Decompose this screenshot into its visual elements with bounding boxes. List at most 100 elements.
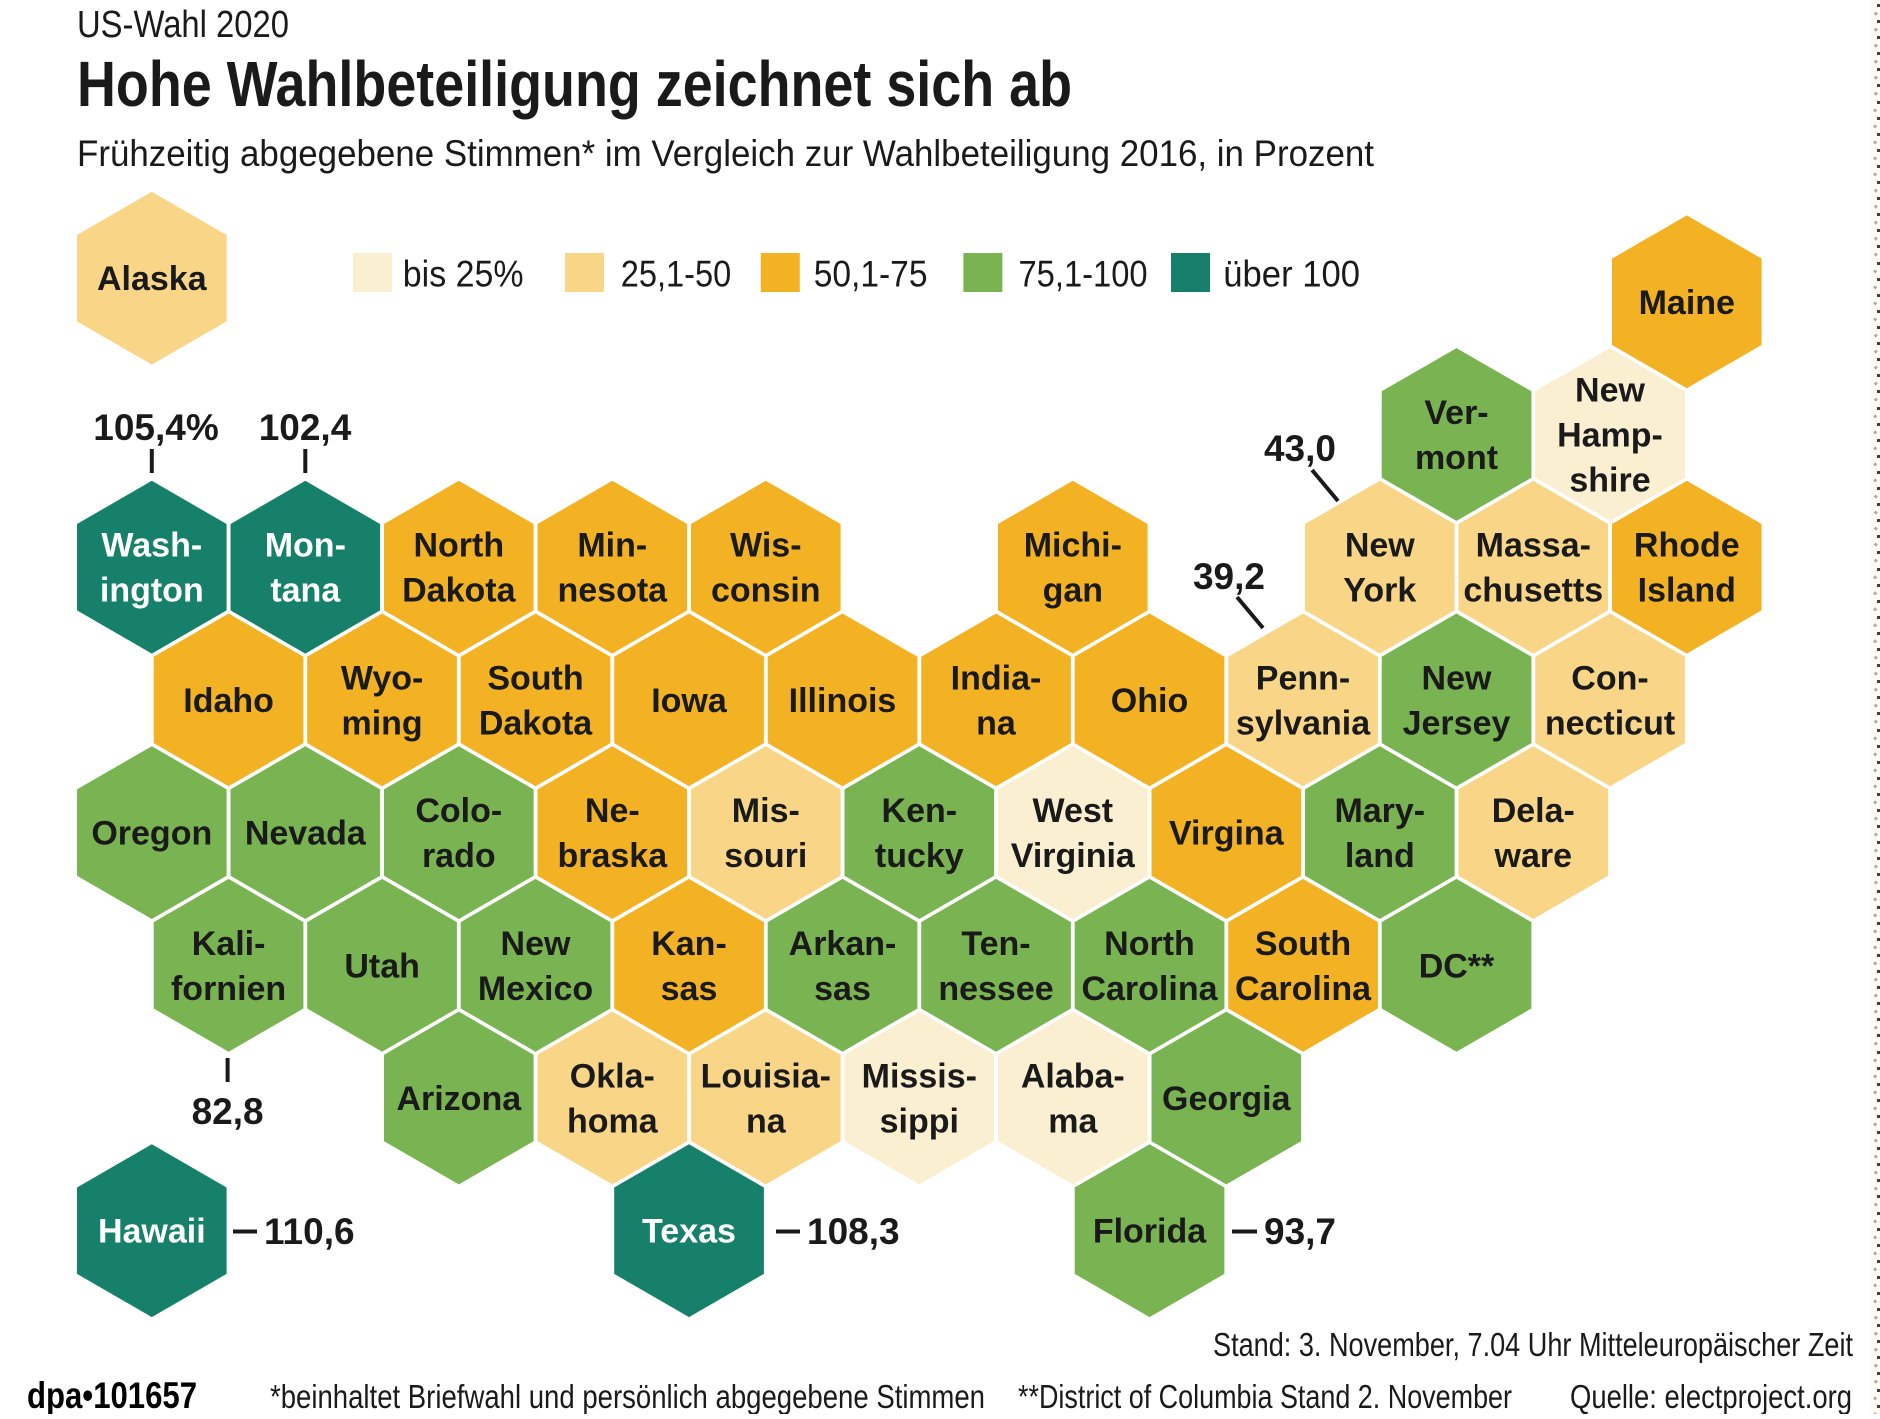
svg-text:ming: ming bbox=[341, 704, 422, 742]
svg-text:na: na bbox=[976, 704, 1017, 742]
svg-text:über 100: über 100 bbox=[1223, 254, 1360, 295]
svg-text:Louisia-: Louisia- bbox=[701, 1058, 831, 1096]
svg-text:Michi-: Michi- bbox=[1024, 527, 1122, 565]
svg-text:tana: tana bbox=[270, 572, 341, 610]
svg-text:Ohio: Ohio bbox=[1111, 682, 1188, 720]
svg-text:25,1-50: 25,1-50 bbox=[621, 254, 731, 295]
svg-text:New: New bbox=[1422, 659, 1492, 697]
svg-text:Mary-: Mary- bbox=[1334, 792, 1425, 830]
svg-text:Alaska: Alaska bbox=[97, 260, 208, 298]
svg-text:North: North bbox=[1104, 925, 1195, 963]
svg-text:sippi: sippi bbox=[880, 1103, 959, 1141]
svg-text:Ver-: Ver- bbox=[1424, 394, 1488, 432]
svg-text:Oregon: Oregon bbox=[91, 815, 212, 853]
svg-text:Ten-: Ten- bbox=[961, 925, 1030, 963]
svg-text:Kan-: Kan- bbox=[651, 925, 727, 963]
svg-text:Texas: Texas bbox=[642, 1213, 736, 1251]
svg-text:Alaba-: Alaba- bbox=[1021, 1058, 1125, 1096]
svg-text:homa: homa bbox=[567, 1103, 659, 1141]
svg-text:Island: Island bbox=[1638, 572, 1736, 610]
svg-text:ma: ma bbox=[1048, 1103, 1098, 1141]
svg-text:Quelle: electproject.org: Quelle: electproject.org bbox=[1570, 1378, 1852, 1414]
svg-text:Wash-: Wash- bbox=[101, 527, 202, 565]
svg-text:*beinhaltet Briefwahl und pers: *beinhaltet Briefwahl und persönlich abg… bbox=[270, 1378, 985, 1414]
svg-text:South: South bbox=[1255, 925, 1351, 963]
svg-text:sas: sas bbox=[661, 970, 718, 1008]
svg-text:necticut: necticut bbox=[1545, 704, 1675, 742]
svg-text:Idaho: Idaho bbox=[183, 682, 274, 720]
svg-text:Colo-: Colo- bbox=[415, 792, 502, 830]
svg-text:Kali-: Kali- bbox=[192, 925, 266, 963]
svg-text:Okla-: Okla- bbox=[570, 1058, 655, 1096]
svg-text:consin: consin bbox=[711, 572, 821, 610]
svg-text:rado: rado bbox=[422, 837, 496, 875]
svg-text:**District of Columbia Stand 2: **District of Columbia Stand 2. November bbox=[1018, 1378, 1512, 1414]
svg-text:Carolina: Carolina bbox=[1235, 970, 1372, 1008]
svg-text:ware: ware bbox=[1494, 837, 1573, 875]
svg-text:110,6: 110,6 bbox=[264, 1211, 355, 1252]
svg-text:US-Wahl 2020: US-Wahl 2020 bbox=[77, 4, 289, 46]
svg-text:mont: mont bbox=[1415, 439, 1498, 477]
svg-text:gan: gan bbox=[1043, 572, 1103, 610]
svg-text:tucky: tucky bbox=[875, 837, 964, 875]
svg-text:land: land bbox=[1345, 837, 1415, 875]
svg-text:New: New bbox=[1575, 372, 1645, 410]
svg-text:82,8: 82,8 bbox=[192, 1091, 264, 1132]
svg-text:North: North bbox=[413, 527, 504, 565]
svg-text:Rhode: Rhode bbox=[1634, 527, 1740, 565]
svg-text:Arizona: Arizona bbox=[396, 1080, 522, 1118]
svg-text:Georgia: Georgia bbox=[1162, 1080, 1292, 1118]
svg-text:Hamp-: Hamp- bbox=[1557, 417, 1663, 455]
svg-text:DC**: DC** bbox=[1419, 947, 1495, 985]
svg-text:York: York bbox=[1343, 572, 1416, 610]
svg-text:New: New bbox=[1345, 527, 1415, 565]
svg-text:Mis-: Mis- bbox=[732, 792, 800, 830]
svg-text:Massa-: Massa- bbox=[1476, 527, 1591, 565]
svg-text:India-: India- bbox=[951, 659, 1042, 697]
svg-text:na: na bbox=[746, 1103, 787, 1141]
svg-text:Florida: Florida bbox=[1093, 1213, 1207, 1251]
svg-text:braska: braska bbox=[557, 837, 668, 875]
svg-text:Dakota: Dakota bbox=[479, 704, 593, 742]
svg-text:bis 25%: bis 25% bbox=[403, 254, 524, 295]
svg-text:Hohe Wahlbeteiligung zeichnet: Hohe Wahlbeteiligung zeichnet sich ab bbox=[77, 48, 1072, 120]
svg-text:Hawaii: Hawaii bbox=[98, 1213, 206, 1251]
svg-text:West: West bbox=[1032, 792, 1113, 830]
svg-text:Arkan-: Arkan- bbox=[789, 925, 897, 963]
svg-text:102,4: 102,4 bbox=[259, 407, 352, 448]
svg-text:Illinois: Illinois bbox=[789, 682, 897, 720]
svg-text:shire: shire bbox=[1569, 462, 1650, 500]
svg-text:nessee: nessee bbox=[938, 970, 1053, 1008]
svg-text:Mexico: Mexico bbox=[478, 970, 593, 1008]
svg-text:Min-: Min- bbox=[577, 527, 647, 565]
svg-text:Ne-: Ne- bbox=[585, 792, 640, 830]
svg-text:sas: sas bbox=[814, 970, 871, 1008]
svg-text:Dakota: Dakota bbox=[402, 572, 516, 610]
svg-text:nesota: nesota bbox=[558, 572, 669, 610]
svg-text:New: New bbox=[501, 925, 571, 963]
svg-text:Nevada: Nevada bbox=[245, 815, 367, 853]
svg-text:Utah: Utah bbox=[344, 947, 420, 985]
svg-text:sylvania: sylvania bbox=[1236, 704, 1371, 742]
svg-text:39,2: 39,2 bbox=[1193, 556, 1265, 597]
svg-text:Carolina: Carolina bbox=[1081, 970, 1218, 1008]
svg-text:50,1-75: 50,1-75 bbox=[814, 254, 928, 295]
svg-text:Stand: 3. November, 7.04 Uhr M: Stand: 3. November, 7.04 Uhr Mitteleurop… bbox=[1213, 1326, 1853, 1363]
svg-text:93,7: 93,7 bbox=[1264, 1211, 1336, 1252]
svg-text:Wis-: Wis- bbox=[730, 527, 801, 565]
svg-text:Maine: Maine bbox=[1639, 284, 1735, 322]
svg-text:75,1-100: 75,1-100 bbox=[1019, 254, 1148, 295]
svg-text:Iowa: Iowa bbox=[651, 682, 728, 720]
svg-text:Wyo-: Wyo- bbox=[341, 659, 423, 697]
svg-text:Missis-: Missis- bbox=[862, 1058, 977, 1096]
svg-text:dpa•101657: dpa•101657 bbox=[27, 1375, 197, 1414]
svg-text:souri: souri bbox=[724, 837, 807, 875]
svg-text:Virgina: Virgina bbox=[1169, 815, 1285, 853]
svg-text:Virginia: Virginia bbox=[1011, 837, 1136, 875]
svg-text:Frühzeitig abgegebene Stimmen*: Frühzeitig abgegebene Stimmen* im Vergle… bbox=[77, 133, 1375, 174]
svg-text:ington: ington bbox=[100, 572, 204, 610]
svg-text:Ken-: Ken- bbox=[882, 792, 958, 830]
svg-text:Jersey: Jersey bbox=[1403, 704, 1511, 742]
svg-text:South: South bbox=[487, 659, 583, 697]
svg-text:fornien: fornien bbox=[171, 970, 286, 1008]
